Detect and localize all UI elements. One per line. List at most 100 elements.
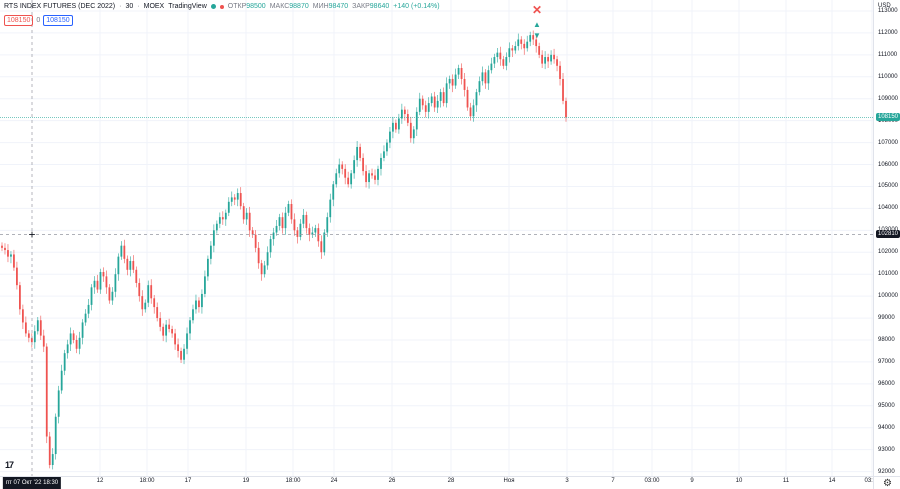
symbol-name[interactable]: RTS INDEX FUTURES (DEC 2022) (4, 3, 116, 10)
candle-body (523, 43, 526, 49)
ask-button[interactable]: 108150 (43, 15, 73, 26)
candle-body (171, 329, 173, 334)
tradingview-logo[interactable]: 17 (5, 460, 14, 470)
candle-body (72, 333, 75, 340)
candle-body (538, 46, 541, 55)
candle-body (347, 177, 350, 185)
price-tick-label: 107000 (878, 139, 899, 146)
price-axis[interactable]: USD 113000112000111000110000109000108000… (873, 0, 900, 476)
candle-body (263, 265, 266, 275)
candle-body (159, 318, 162, 327)
candle-body (99, 272, 102, 290)
time-tick-label: 3 (565, 478, 569, 484)
candle-body (275, 225, 278, 233)
time-tick-label: 10 (735, 478, 743, 484)
candle-body (45, 346, 48, 437)
bid-ask-row: 108150 0 108150 (4, 15, 73, 26)
change-value: +140 (+0.14%) (393, 3, 440, 10)
candle-body (69, 333, 72, 345)
candle-body (368, 173, 370, 183)
candle-body (36, 320, 39, 332)
candle-body (135, 269, 138, 283)
interval-label[interactable]: 30 (125, 3, 134, 10)
candle-body (126, 258, 129, 270)
crosshair-price-tag: 102810 (876, 230, 900, 239)
candle-body (96, 280, 99, 290)
candle-body (424, 105, 427, 112)
price-tick-label: 106000 (878, 161, 899, 168)
candle-body (442, 92, 445, 104)
candle-body (51, 454, 54, 466)
candle-body (362, 157, 364, 172)
candle-body (209, 245, 212, 259)
high-value: 98870 (289, 3, 309, 10)
candle-body (141, 296, 144, 310)
candle-body (156, 307, 159, 319)
price-tick-label: 104000 (878, 205, 899, 212)
candle-body (144, 302, 147, 310)
candle-body (329, 199, 332, 218)
candle-body (153, 298, 156, 308)
candle-body (481, 72, 484, 82)
candle-body (174, 333, 176, 345)
candle-body (16, 267, 18, 286)
candle-body (66, 344, 69, 354)
candle-body (60, 370, 63, 391)
time-axis[interactable]: 12 18:00 17 19 18:00 24 26 28 Ноя 3 7 03:00 9 10 11 14 0… (0, 476, 880, 489)
candle-body (436, 100, 439, 108)
price-tick-label: 100000 (878, 293, 899, 300)
crosshair-time-tag: пт 07 Окт '22 18:30 (2, 477, 62, 489)
candle-body (30, 337, 33, 343)
candle-body (7, 250, 9, 257)
candle-body (204, 276, 206, 294)
high-label: МАКС (269, 3, 290, 10)
price-tick-label: 94000 (878, 424, 895, 431)
candle-body (192, 309, 194, 321)
candle-body (562, 78, 564, 101)
chart-pane[interactable]: + ✕ ▲ ▼ RTS INDEX FUTURES (DEC 2022) · 30 ·… (0, 0, 873, 476)
candle-body (559, 65, 561, 79)
candle-body (406, 114, 409, 123)
price-chart[interactable]: + ✕ ▲ ▼ (0, 0, 873, 476)
candle-body (269, 239, 272, 253)
eye-icon[interactable] (219, 4, 224, 9)
candle-body (195, 300, 197, 310)
candle-body (397, 118, 400, 130)
time-tick-label: 9 (690, 478, 694, 484)
low-value: 98470 (328, 3, 349, 10)
candle-body (129, 261, 132, 270)
candle-body (27, 333, 30, 338)
candle-body (251, 230, 254, 235)
candle-body (81, 322, 84, 338)
candle-body (296, 230, 299, 237)
candle-body (532, 35, 535, 40)
candle-body (517, 39, 520, 47)
candle-body (415, 111, 418, 130)
candle-body (63, 353, 66, 371)
candle-body (466, 89, 469, 108)
candle-body (189, 320, 191, 334)
time-tick-label: 26 (388, 478, 396, 484)
candle-body (299, 223, 302, 237)
time-tick-label: 17 (184, 478, 192, 484)
candle-body (409, 122, 412, 139)
candle-body (308, 228, 311, 235)
gear-icon[interactable]: ⚙ (873, 476, 900, 489)
candle-body (460, 68, 463, 79)
candle-body (242, 206, 245, 220)
time-tick-label: 7 (611, 478, 615, 484)
candle-body (448, 78, 451, 84)
candle-body (165, 324, 168, 336)
candle-body (433, 96, 436, 108)
candle-body (403, 109, 406, 115)
candle-body (544, 57, 547, 64)
candle-body (198, 300, 200, 308)
candle-body (102, 272, 105, 277)
bid-button[interactable]: 108150 (4, 15, 34, 26)
candle-body (123, 245, 126, 259)
candle-body (114, 274, 117, 292)
currency-label[interactable]: USD (878, 3, 891, 9)
candle-body (117, 256, 120, 275)
candle-body (75, 340, 78, 349)
candle-body (421, 98, 424, 106)
